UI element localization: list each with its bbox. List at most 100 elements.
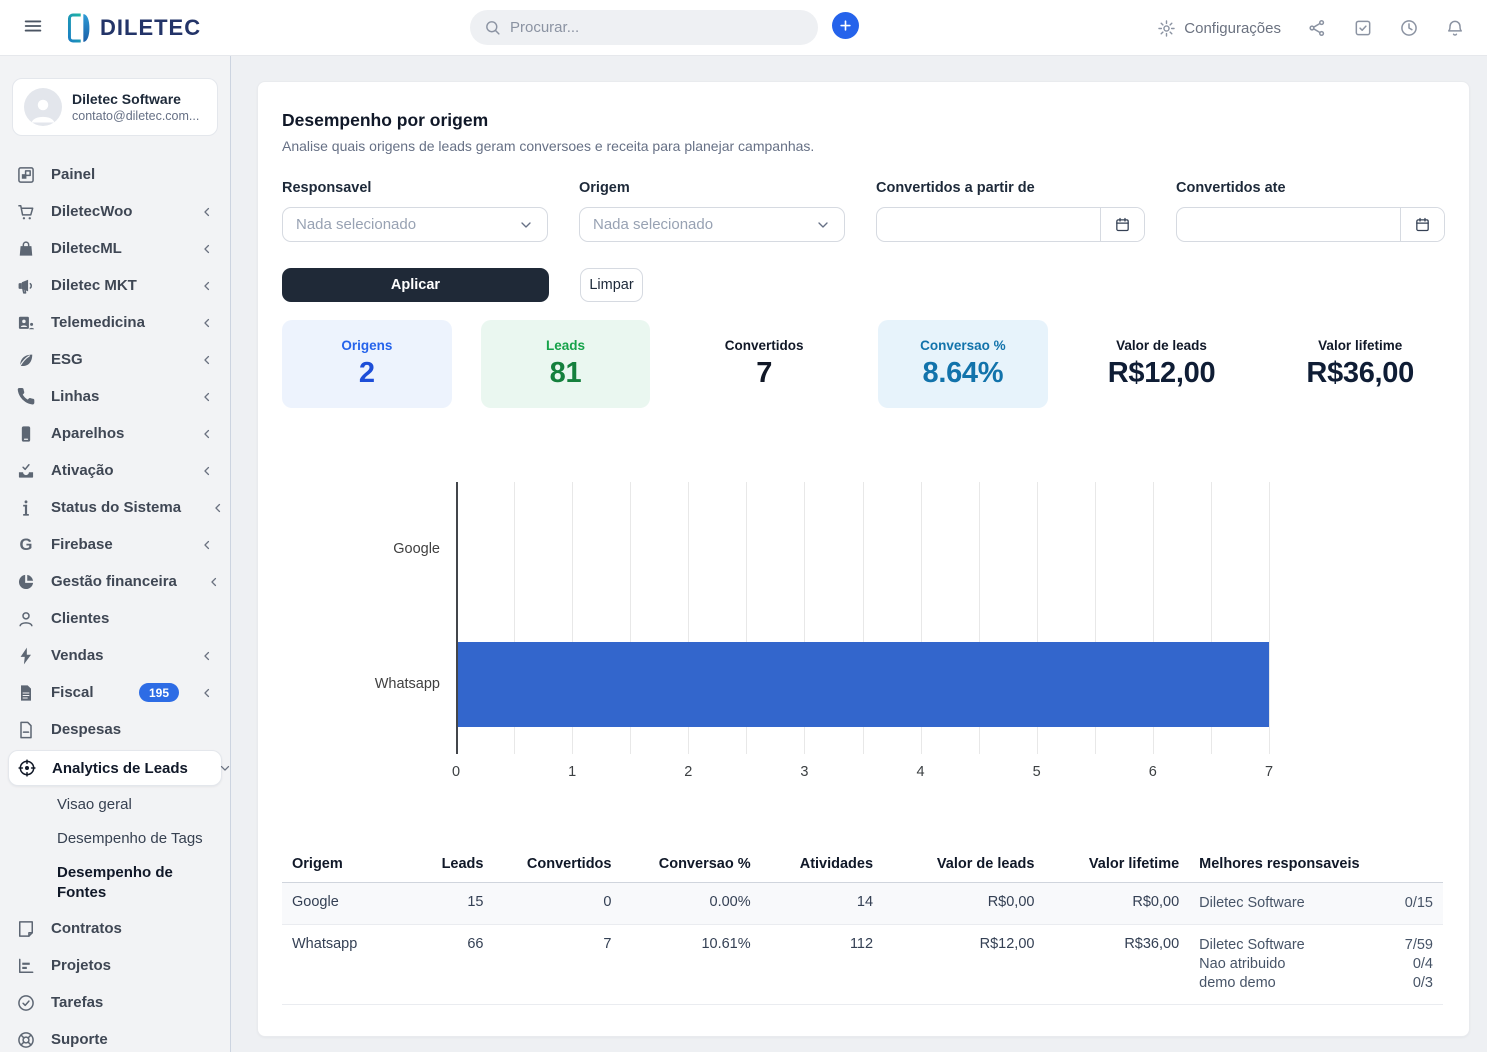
date-from-calendar-button[interactable]	[1100, 208, 1144, 241]
search-input[interactable]	[510, 19, 804, 36]
file-icon	[16, 683, 36, 703]
sidebar-item-linhas[interactable]: Linhas	[0, 378, 230, 415]
sidebar-item-contratos[interactable]: Contratos	[0, 910, 230, 947]
chart-bar-whatsapp[interactable]	[458, 642, 1269, 727]
chevron-down-icon	[518, 217, 534, 233]
settings-link[interactable]: Configurações	[1157, 19, 1281, 38]
responsavel-line: demo demo0/3	[1199, 974, 1433, 993]
stat-value: 81	[550, 357, 582, 390]
sidebar-item-fiscal[interactable]: Fiscal195	[0, 674, 230, 711]
stat-label: Convertidos	[725, 338, 804, 353]
column-header: Valor de leads	[883, 846, 1044, 883]
responsaveis-cell: Diletec Software0/15	[1189, 883, 1443, 925]
responsavel-ratio: 0/4	[1413, 955, 1433, 974]
table-row-whatsapp[interactable]: Whatsapp66710.61%112R$12,00R$36,00Dilete…	[282, 925, 1443, 1005]
date-from-input[interactable]	[877, 208, 1100, 241]
stat-label: Origens	[341, 338, 392, 353]
stats-row: Origens2Leads81Convertidos7Conversao %8.…	[282, 320, 1445, 408]
filter-label: Convertidos a partir de	[876, 180, 1145, 196]
chevron-left-icon	[200, 686, 214, 700]
sidebar-item-label: Painel	[51, 166, 95, 183]
table-cell: R$36,00	[1044, 925, 1189, 1005]
sidebar-item-label: Firebase	[51, 536, 113, 553]
clock-icon[interactable]	[1399, 18, 1419, 38]
column-header: Convertidos	[493, 846, 621, 883]
responsavel-line: Diletec Software0/15	[1199, 894, 1433, 913]
doctor-icon	[16, 313, 36, 333]
sidebar-item-diletecml[interactable]: DiletecML	[0, 230, 230, 267]
sidebar-item-diletec-mkt[interactable]: Diletec MKT	[0, 267, 230, 304]
sidebar-item-label: Contratos	[51, 920, 122, 937]
app-logo[interactable]: DILETEC	[66, 11, 201, 45]
sidebar-item-label: Clientes	[51, 610, 109, 627]
calendar-icon	[1114, 216, 1131, 233]
chevron-left-icon	[200, 427, 214, 441]
sidebar-item-suporte[interactable]: Suporte	[0, 1021, 230, 1052]
clear-button[interactable]: Limpar	[580, 268, 643, 302]
logo-text: DILETEC	[100, 15, 201, 41]
sidebar-item-status-do-sistema[interactable]: Status do Sistema	[0, 489, 230, 526]
chart-x-tick: 6	[1149, 764, 1157, 780]
main-area: Desempenho por origem Analise quais orig…	[231, 56, 1487, 1052]
menu-toggle-button[interactable]	[20, 15, 46, 41]
sidebar-subitem-desempenho-de-tags[interactable]: Desempenho de Tags	[0, 822, 230, 856]
check-square-icon[interactable]	[1353, 18, 1373, 38]
date-to-calendar-button[interactable]	[1400, 208, 1444, 241]
avatar	[24, 88, 62, 126]
date-to-input[interactable]	[1177, 208, 1400, 241]
bag-icon	[16, 239, 36, 259]
sidebar-item-telemedicina[interactable]: Telemedicina	[0, 304, 230, 341]
share-icon[interactable]	[1307, 18, 1327, 38]
chevron-left-icon	[200, 316, 214, 330]
stat-value: R$36,00	[1306, 357, 1414, 390]
stat-label: Valor de leads	[1116, 338, 1207, 353]
user-card[interactable]: Diletec Software contato@diletec.com...	[12, 78, 218, 136]
svg-text:G: G	[20, 535, 33, 554]
g-letter-icon: G	[16, 535, 36, 555]
sidebar-subitem-desempenho-de-fontes[interactable]: Desempenho de Fontes	[0, 856, 207, 910]
sidebar-item-diletecwoo[interactable]: DiletecWoo	[0, 193, 230, 230]
page-title: Desempenho por origem	[282, 110, 1445, 131]
apply-button[interactable]: Aplicar	[282, 268, 549, 302]
stat-card-convertidos: Convertidos7	[679, 320, 849, 408]
sidebar-subitem-visao-geral[interactable]: Visao geral	[0, 788, 230, 822]
sidebar-item-firebase[interactable]: G Firebase	[0, 526, 230, 563]
sidebar-item-tarefas[interactable]: Tarefas	[0, 984, 230, 1021]
sidebar-item-label: Suporte	[51, 1031, 108, 1048]
conversions-bar-chart: GoogleWhatsapp01234567	[282, 482, 1445, 794]
filter-convertidos-ate: Convertidos ate	[1176, 180, 1445, 242]
sidebar-item-ativa-o[interactable]: Ativação	[0, 452, 230, 489]
search-icon	[484, 19, 501, 36]
responsavel-ratio: 0/3	[1413, 974, 1433, 993]
bell-icon[interactable]	[1445, 18, 1465, 38]
sidebar-item-label: Gestão financeira	[51, 573, 177, 590]
sidebar-item-esg[interactable]: ESG	[0, 341, 230, 378]
megaphone-icon	[16, 276, 36, 296]
chart-category-label: Whatsapp	[282, 676, 440, 692]
sidebar-item-label: Linhas	[51, 388, 99, 405]
sidebar-item-projetos[interactable]: Projetos	[0, 947, 230, 984]
responsavel-ratio: 0/15	[1405, 894, 1433, 913]
responsaveis-cell: Diletec Software7/59Nao atribuido0/4demo…	[1189, 925, 1443, 1005]
plus-icon	[838, 18, 853, 33]
sidebar-item-painel[interactable]: Painel	[0, 156, 230, 193]
sidebar-item-analytics-de-leads[interactable]: Analytics de Leads	[8, 750, 222, 786]
responsavel-name: Nao atribuido	[1199, 955, 1285, 974]
add-button[interactable]	[832, 12, 859, 39]
filter-label: Convertidos ate	[1176, 180, 1445, 196]
sidebar-item-aparelhos[interactable]: Aparelhos	[0, 415, 230, 452]
table-row-google[interactable]: Google1500.00%14R$0,00R$0,00Diletec Soft…	[282, 883, 1443, 925]
stat-label: Valor lifetime	[1318, 338, 1402, 353]
sidebar-item-despesas[interactable]: Despesas	[0, 711, 230, 748]
origem-select[interactable]: Nada selecionado	[579, 207, 845, 242]
responsavel-select[interactable]: Nada selecionado	[282, 207, 548, 242]
date-to-group	[1176, 207, 1445, 242]
chevron-down-icon	[815, 217, 831, 233]
gear-icon	[1157, 19, 1176, 38]
sidebar-item-vendas[interactable]: Vendas	[0, 637, 230, 674]
sidebar-item-gest-o-financeira[interactable]: Gestão financeira	[0, 563, 230, 600]
table-cell: Whatsapp	[282, 925, 410, 1005]
sidebar-item-clientes[interactable]: Clientes	[0, 600, 230, 637]
chevron-left-icon	[200, 538, 214, 552]
stat-value: 2	[359, 357, 375, 390]
